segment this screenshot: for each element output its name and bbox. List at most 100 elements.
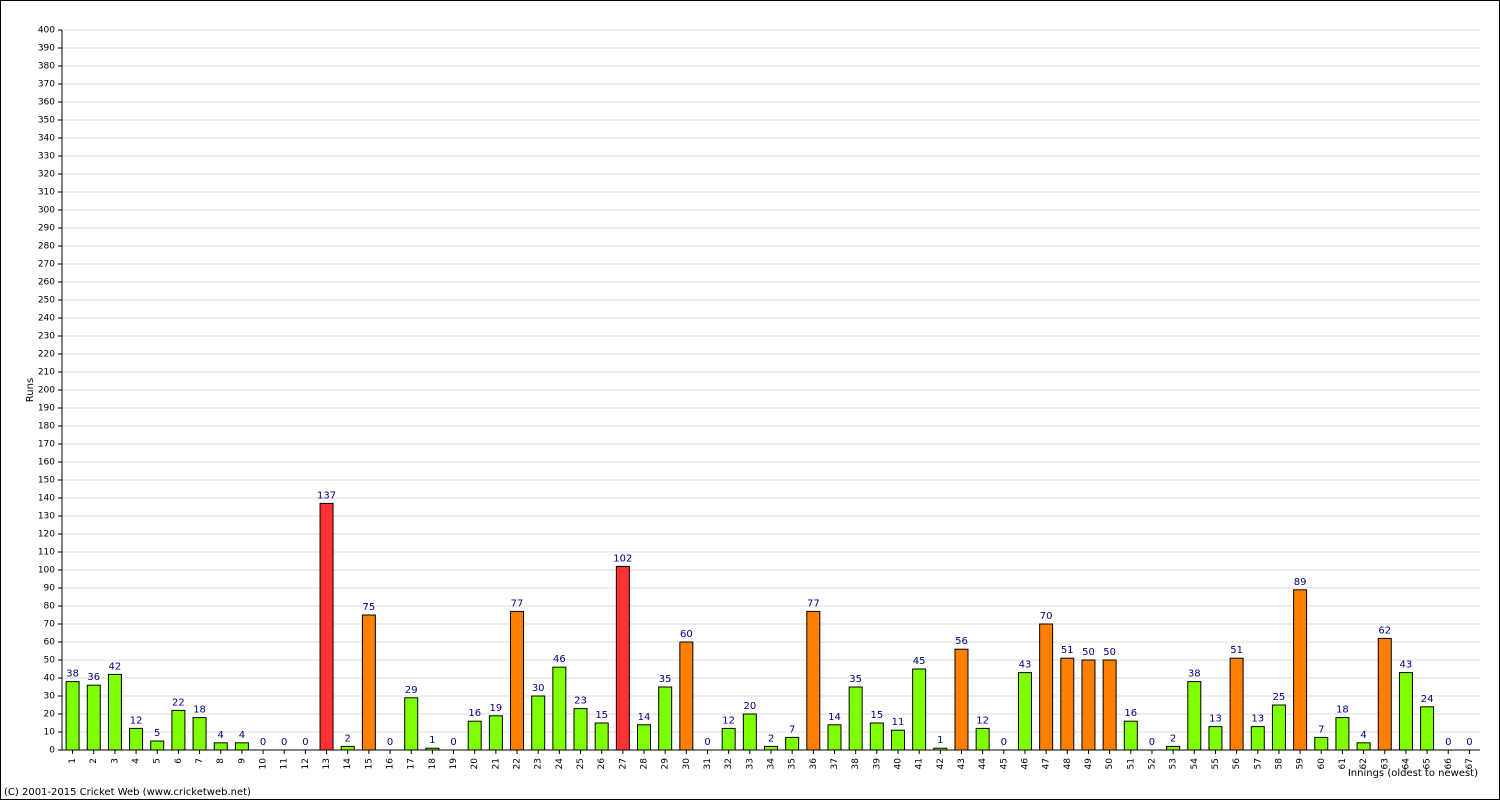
x-tick-label: 42	[936, 758, 946, 769]
bar	[1123, 720, 1138, 751]
y-tick-label: 220	[38, 350, 55, 360]
x-tick-label: 16	[386, 758, 396, 770]
y-tick-label: 60	[44, 638, 56, 648]
x-tick-label: 3	[110, 758, 120, 764]
x-tick-label: 6	[174, 758, 184, 764]
x-tick-label: 57	[1253, 758, 1263, 769]
x-tick-label: 58	[1274, 758, 1284, 770]
x-tick-label: 32	[724, 758, 734, 769]
y-tick-label: 100	[38, 566, 55, 576]
bar	[658, 686, 673, 751]
x-tick-label: 7	[195, 758, 205, 764]
x-tick-label: 37	[830, 758, 840, 769]
x-tick-label: 14	[343, 758, 353, 770]
x-tick-label: 24	[555, 758, 565, 770]
x-tick-label: 36	[809, 758, 819, 770]
value-label: 12	[130, 715, 143, 726]
y-tick-label: 190	[38, 404, 55, 414]
value-label: 0	[281, 737, 287, 748]
y-tick-label: 180	[38, 422, 55, 432]
value-label: 38	[1188, 669, 1201, 680]
bar	[552, 666, 567, 751]
x-axis-label: Innings (oldest to newest)	[1348, 768, 1478, 779]
y-tick-label: 250	[38, 296, 55, 306]
value-label: 51	[1061, 645, 1074, 656]
bar	[1356, 742, 1371, 751]
x-tick-label: 2	[89, 758, 99, 764]
value-label: 35	[849, 674, 862, 685]
value-label: 14	[638, 712, 651, 723]
x-tick-label: 43	[957, 758, 967, 769]
value-label: 25	[1273, 692, 1286, 703]
value-label: 2	[1170, 733, 1176, 744]
y-tick-label: 120	[38, 530, 55, 540]
y-tick-label: 310	[38, 188, 55, 198]
value-label: 70	[1040, 611, 1053, 622]
value-label: 1	[937, 735, 943, 746]
x-tick-label: 5	[153, 758, 163, 764]
x-tick-label: 15	[364, 758, 374, 769]
x-tick-label: 52	[1147, 758, 1157, 769]
bar	[573, 708, 588, 751]
bar	[65, 681, 80, 751]
value-label: 7	[1318, 724, 1324, 735]
bar	[213, 742, 228, 751]
y-tick-label: 150	[38, 476, 55, 486]
y-tick-label: 40	[44, 674, 56, 684]
value-label: 15	[595, 710, 608, 721]
y-tick-label: 110	[38, 548, 55, 558]
bar	[1335, 717, 1350, 751]
y-tick-label: 340	[38, 134, 55, 144]
y-tick-label: 130	[38, 512, 55, 522]
value-label: 38	[66, 669, 79, 680]
value-label: 102	[613, 553, 632, 564]
bar	[848, 686, 863, 751]
bar	[340, 745, 355, 751]
bar	[171, 709, 186, 751]
bar	[1102, 659, 1117, 751]
y-tick-label: 330	[38, 152, 55, 162]
y-tick-label: 230	[38, 332, 55, 342]
x-tick-label: 53	[1169, 758, 1179, 769]
bar	[721, 727, 736, 751]
bar	[806, 610, 821, 751]
y-tick-label: 270	[38, 260, 55, 270]
bar	[954, 648, 969, 751]
value-label: 12	[976, 715, 989, 726]
value-label: 13	[1209, 714, 1222, 725]
x-tick-label: 65	[1423, 758, 1433, 769]
x-tick-label: 64	[1401, 758, 1411, 770]
bar	[1314, 736, 1329, 751]
x-tick-label: 26	[597, 758, 607, 770]
value-label: 36	[87, 672, 100, 683]
bar	[488, 715, 503, 751]
value-label: 30	[532, 683, 545, 694]
x-tick-label: 17	[407, 758, 417, 769]
x-tick-label: 9	[237, 758, 247, 764]
value-label: 0	[450, 737, 456, 748]
bar	[361, 614, 376, 751]
bar	[1250, 726, 1265, 751]
bar	[1187, 681, 1202, 751]
value-label: 18	[1336, 705, 1349, 716]
value-label: 50	[1103, 647, 1116, 658]
value-label: 0	[1445, 737, 1451, 748]
bar	[531, 695, 546, 751]
value-label: 12	[722, 715, 735, 726]
y-tick-label: 140	[38, 494, 55, 504]
value-label: 18	[193, 705, 206, 716]
x-tick-label: 50	[1105, 758, 1115, 770]
x-tick-label: 1	[68, 758, 78, 764]
x-tick-label: 39	[872, 758, 882, 770]
y-tick-label: 300	[38, 206, 55, 216]
x-tick-label: 59	[1296, 758, 1306, 770]
value-label: 137	[317, 490, 336, 501]
y-tick-label: 360	[38, 98, 55, 108]
value-label: 4	[218, 730, 224, 741]
x-tick-label: 38	[851, 758, 861, 770]
x-tick-label: 47	[1042, 758, 1052, 769]
bar	[319, 502, 334, 751]
y-tick-label: 240	[38, 314, 55, 324]
x-tick-label: 34	[767, 758, 777, 770]
